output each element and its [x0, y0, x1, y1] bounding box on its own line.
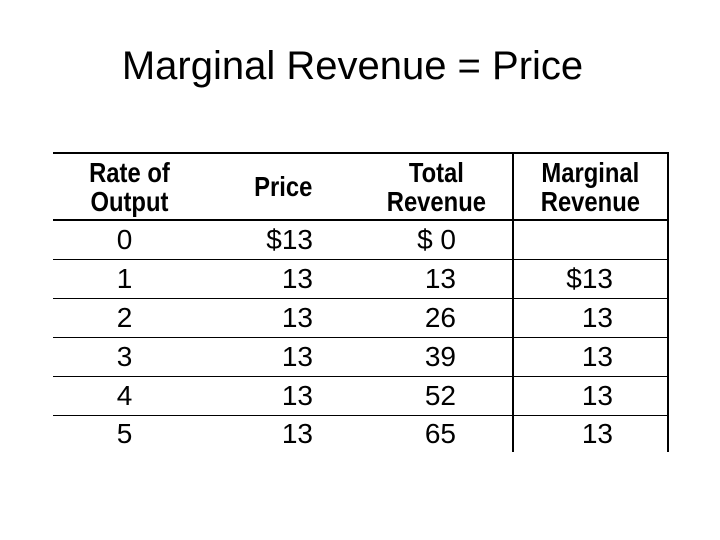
table-row: 2 13 26 13 — [53, 298, 669, 337]
cell-marginal-revenue: 13 — [512, 376, 669, 415]
table-row: 3 13 39 13 — [53, 337, 669, 376]
table-row: 0 $13 $ 0 — [53, 220, 669, 259]
table-header-row: Rate of Output Price Total Revenue Margi… — [53, 153, 669, 220]
cell-output: 0 — [116, 223, 133, 255]
cell-output: 4 — [116, 379, 133, 411]
header-price-label: Price — [253, 171, 313, 202]
cell-price: 13 — [281, 379, 313, 411]
cell-marginal-revenue: 13 — [512, 298, 669, 337]
header-total-revenue: Total Revenue — [360, 153, 513, 220]
cell-output: 1 — [116, 262, 133, 294]
revenue-table-container: Rate of Output Price Total Revenue Margi… — [53, 152, 669, 452]
cell-marginal-revenue — [512, 220, 669, 259]
cell-total-revenue: 26 — [424, 301, 456, 333]
cell-price: 13 — [281, 262, 313, 294]
cell-price: 13 — [281, 417, 313, 449]
slide-title: Marginal Revenue = Price — [121, 44, 584, 88]
revenue-table: Rate of Output Price Total Revenue Margi… — [53, 152, 669, 452]
cell-output: 3 — [116, 340, 133, 372]
cell-output: 5 — [116, 417, 133, 449]
header-rate-of-output-label: Rate of Output — [89, 156, 170, 217]
cell-price: 13 — [281, 340, 313, 372]
cell-total-revenue: 65 — [424, 417, 456, 449]
cell-total-revenue: 39 — [424, 340, 456, 372]
cell-output: 2 — [116, 301, 133, 333]
cell-price: 13 — [281, 301, 313, 333]
cell-total-revenue: 52 — [424, 379, 456, 411]
table-row: 1 13 13 $13 — [53, 259, 669, 298]
header-rate-of-output: Rate of Output — [53, 153, 206, 220]
table-row: 5 13 65 13 — [53, 415, 669, 452]
header-price: Price — [206, 153, 360, 220]
header-marginal-revenue-label: Marginal Revenue — [540, 156, 641, 217]
header-marginal-revenue: Marginal Revenue — [512, 153, 669, 220]
cell-total-revenue: $ 0 — [417, 223, 456, 255]
cell-marginal-revenue: 13 — [512, 337, 669, 376]
table-row: 4 13 52 13 — [53, 376, 669, 415]
cell-total-revenue: 13 — [424, 262, 456, 294]
cell-marginal-revenue: $13 — [512, 259, 669, 298]
cell-marginal-revenue: 13 — [512, 415, 669, 452]
header-total-revenue-label: Total Revenue — [386, 156, 486, 217]
cell-price: $13 — [266, 223, 313, 255]
